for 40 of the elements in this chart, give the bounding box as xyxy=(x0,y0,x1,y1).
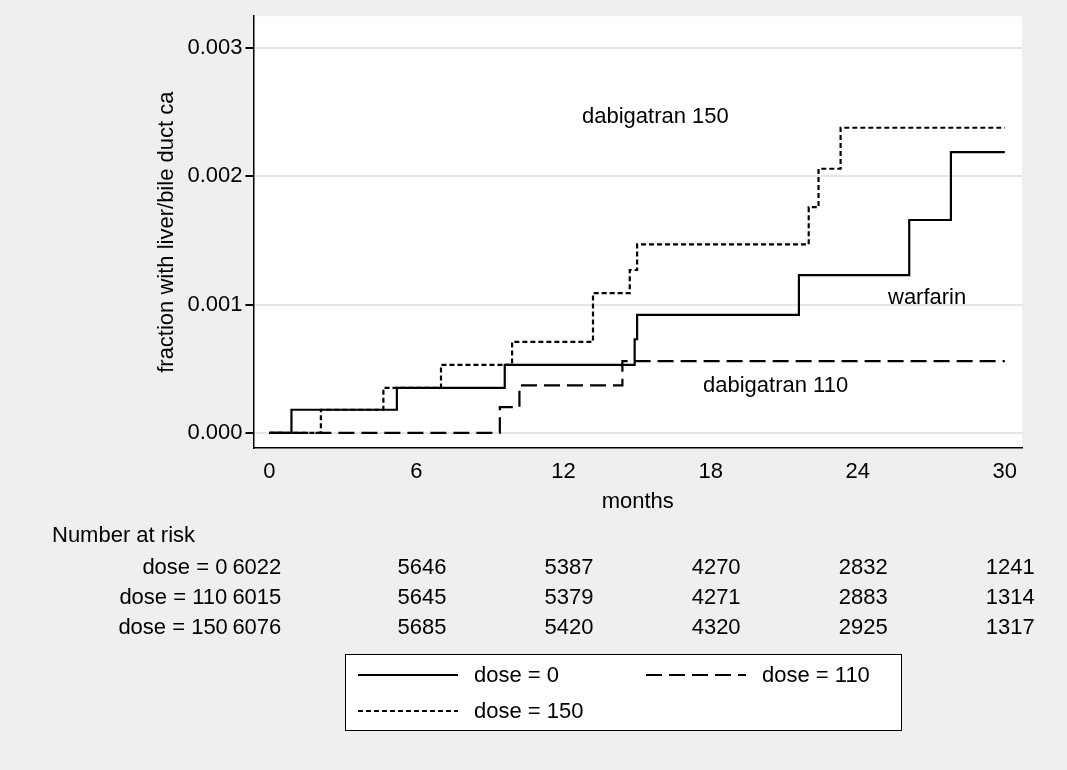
text: 2883 xyxy=(838,584,888,610)
text: 6076 xyxy=(232,614,282,640)
x-tick-label: 30 xyxy=(992,458,1018,484)
text: dose = 110 xyxy=(119,584,228,610)
annotation: dabigatran 150 xyxy=(582,103,729,129)
text: 2925 xyxy=(838,614,888,640)
text: dose = 150 xyxy=(118,614,228,640)
y-tick-label: 0.002 xyxy=(187,162,243,188)
text: 4320 xyxy=(691,614,741,640)
text: 1317 xyxy=(985,614,1035,640)
annotation: warfarin xyxy=(888,284,967,310)
x-axis-title: months xyxy=(601,487,674,513)
legend-label: dose = 110 xyxy=(762,662,870,688)
x-tick-label: 0 xyxy=(263,458,276,484)
y-axis-title: fraction with liver/bile duct ca xyxy=(153,90,179,373)
x-tick-label: 12 xyxy=(551,458,576,484)
text: 6015 xyxy=(232,584,282,610)
text: 5646 xyxy=(397,554,447,580)
text: 5387 xyxy=(544,554,594,580)
text: 5420 xyxy=(544,614,594,640)
text: Number at risk xyxy=(52,522,196,548)
text: 1314 xyxy=(985,584,1035,610)
text: 1241 xyxy=(985,554,1035,580)
text: 5645 xyxy=(397,584,447,610)
x-tick-label: 6 xyxy=(410,458,423,484)
text: 2832 xyxy=(838,554,888,580)
text: dose = 0 xyxy=(142,554,228,580)
x-tick-label: 24 xyxy=(845,458,870,484)
text: 4270 xyxy=(691,554,741,580)
x-tick-label: 18 xyxy=(698,458,723,484)
legend-label: dose = 150 xyxy=(474,698,584,724)
annotation: dabigatran 110 xyxy=(703,372,849,398)
text: 5685 xyxy=(397,614,447,640)
text: 4271 xyxy=(691,584,741,610)
text: 5379 xyxy=(544,584,594,610)
text: 6022 xyxy=(232,554,282,580)
y-tick-label: 0.003 xyxy=(187,34,243,60)
y-tick-label: 0.000 xyxy=(187,418,243,444)
y-tick-label: 0.001 xyxy=(187,290,243,316)
legend-label: dose = 0 xyxy=(474,662,560,688)
